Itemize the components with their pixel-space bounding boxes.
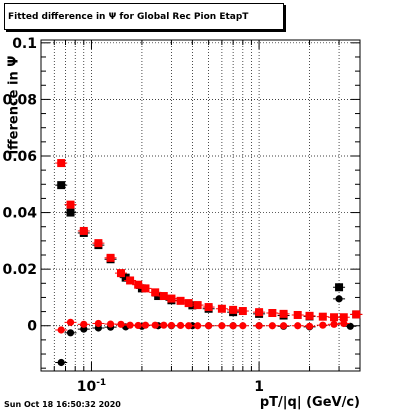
- data-point-square: [66, 200, 75, 209]
- data-point-circle: [167, 321, 176, 330]
- data-point-square: [293, 310, 302, 319]
- data-point-circle: [229, 322, 237, 330]
- data-point-square: [335, 283, 344, 292]
- data-point-circle: [80, 320, 88, 328]
- data-point-circle: [185, 322, 193, 330]
- data-point-circle: [66, 329, 75, 337]
- data-point-circle: [305, 322, 314, 330]
- data-point-circle: [176, 321, 185, 330]
- data-point-square: [116, 269, 125, 278]
- data-point-square: [94, 239, 103, 248]
- data-point-square: [330, 313, 339, 322]
- x-tick-label: 1: [254, 379, 264, 395]
- chart-title: Fitted difference in Ψ for Global Rec Pi…: [8, 11, 249, 22]
- plot-frame: [40, 39, 361, 372]
- data-point-circle: [294, 322, 302, 330]
- y-tick-label: 0.02: [2, 262, 37, 278]
- axis-ticks: [41, 40, 360, 371]
- y-tick-label: 0.04: [2, 206, 37, 222]
- y-tick-label: 0.1: [12, 36, 37, 52]
- data-point-square: [204, 303, 213, 312]
- data-point-circle: [239, 322, 247, 330]
- data-point-circle: [194, 322, 202, 330]
- data-point-square: [167, 294, 176, 303]
- title-box: Fitted difference in Ψ for Global Rec Pi…: [4, 3, 284, 30]
- data-point-circle: [126, 321, 134, 329]
- grid-lines: [41, 40, 360, 371]
- data-point-circle: [335, 295, 343, 303]
- data-point-circle: [94, 319, 102, 328]
- data-point-circle: [57, 326, 65, 334]
- data-point-square: [141, 284, 150, 293]
- data-point-square: [79, 226, 88, 235]
- data-point-square: [184, 299, 193, 308]
- data-point-square: [57, 181, 66, 190]
- data-point-circle: [134, 321, 142, 330]
- data-point-circle: [66, 318, 75, 326]
- y-tick-label: 0.06: [2, 149, 37, 165]
- data-point-square: [193, 301, 202, 310]
- data-point-circle: [160, 321, 168, 329]
- data-point-square: [159, 292, 168, 301]
- tick-labels: 0 0.02 0.04 0.06 0.08 0.1 10-1 1: [2, 36, 264, 395]
- data-point-circle: [352, 310, 360, 319]
- data-point-circle: [151, 321, 159, 329]
- x-axis-label: pT/|q| (GeV/c): [259, 395, 360, 410]
- data-point-circle: [340, 319, 348, 328]
- data-point-square: [151, 288, 160, 297]
- datestamp: Sun Oct 18 16:50:32 2020: [4, 400, 121, 409]
- data-point-square: [121, 273, 130, 282]
- data-point-circle: [346, 322, 354, 330]
- data-point-circle: [141, 321, 150, 329]
- data-point-square: [106, 253, 115, 262]
- data-points: [55, 159, 363, 367]
- data-point-square: [268, 309, 277, 318]
- data-point-square: [229, 305, 238, 314]
- data-point-circle: [255, 322, 263, 330]
- data-point-circle: [218, 322, 226, 330]
- data-point-circle: [106, 320, 115, 328]
- data-point-square: [238, 307, 247, 316]
- data-point-square: [66, 208, 75, 217]
- y-axis-label: ifference in Ψ: [6, 55, 22, 155]
- data-point-square: [318, 312, 327, 321]
- data-point-square: [57, 159, 66, 168]
- data-point-circle: [319, 321, 327, 329]
- data-point-circle: [57, 358, 65, 367]
- data-point-square: [126, 276, 135, 285]
- data-point-square: [176, 296, 185, 305]
- data-point-square: [217, 304, 226, 313]
- y-tick-label: 0: [27, 319, 37, 335]
- data-point-circle: [268, 322, 276, 330]
- x-tick-label: 10-1: [77, 378, 106, 395]
- data-point-square: [255, 308, 264, 317]
- y-tick-label: 0.08: [2, 92, 37, 108]
- data-point-square: [305, 311, 314, 320]
- y-axis-label-wrap: ifference in Ψ: [2, 40, 26, 170]
- data-point-circle: [279, 322, 288, 330]
- data-point-square: [339, 313, 348, 322]
- data-point-circle: [117, 320, 125, 328]
- data-point-square: [279, 309, 288, 318]
- data-point-square: [134, 280, 143, 289]
- data-point-circle: [205, 322, 213, 330]
- data-point-circle: [330, 320, 338, 328]
